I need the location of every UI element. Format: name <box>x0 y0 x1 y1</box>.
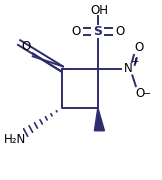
Text: OH: OH <box>90 4 108 17</box>
Text: +: + <box>131 57 139 66</box>
Text: O: O <box>136 87 145 100</box>
Text: −: − <box>143 89 151 98</box>
Text: O: O <box>71 25 81 38</box>
Text: O: O <box>115 25 124 38</box>
Text: S: S <box>93 25 102 38</box>
Text: N: N <box>124 62 133 75</box>
Text: H₂N: H₂N <box>4 133 26 146</box>
Text: O: O <box>21 40 30 53</box>
Text: O: O <box>134 41 143 54</box>
Polygon shape <box>94 108 104 131</box>
